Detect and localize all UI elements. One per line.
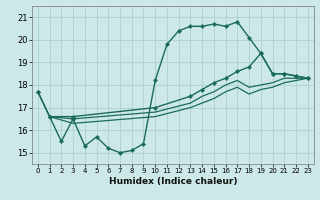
X-axis label: Humidex (Indice chaleur): Humidex (Indice chaleur) [108,177,237,186]
